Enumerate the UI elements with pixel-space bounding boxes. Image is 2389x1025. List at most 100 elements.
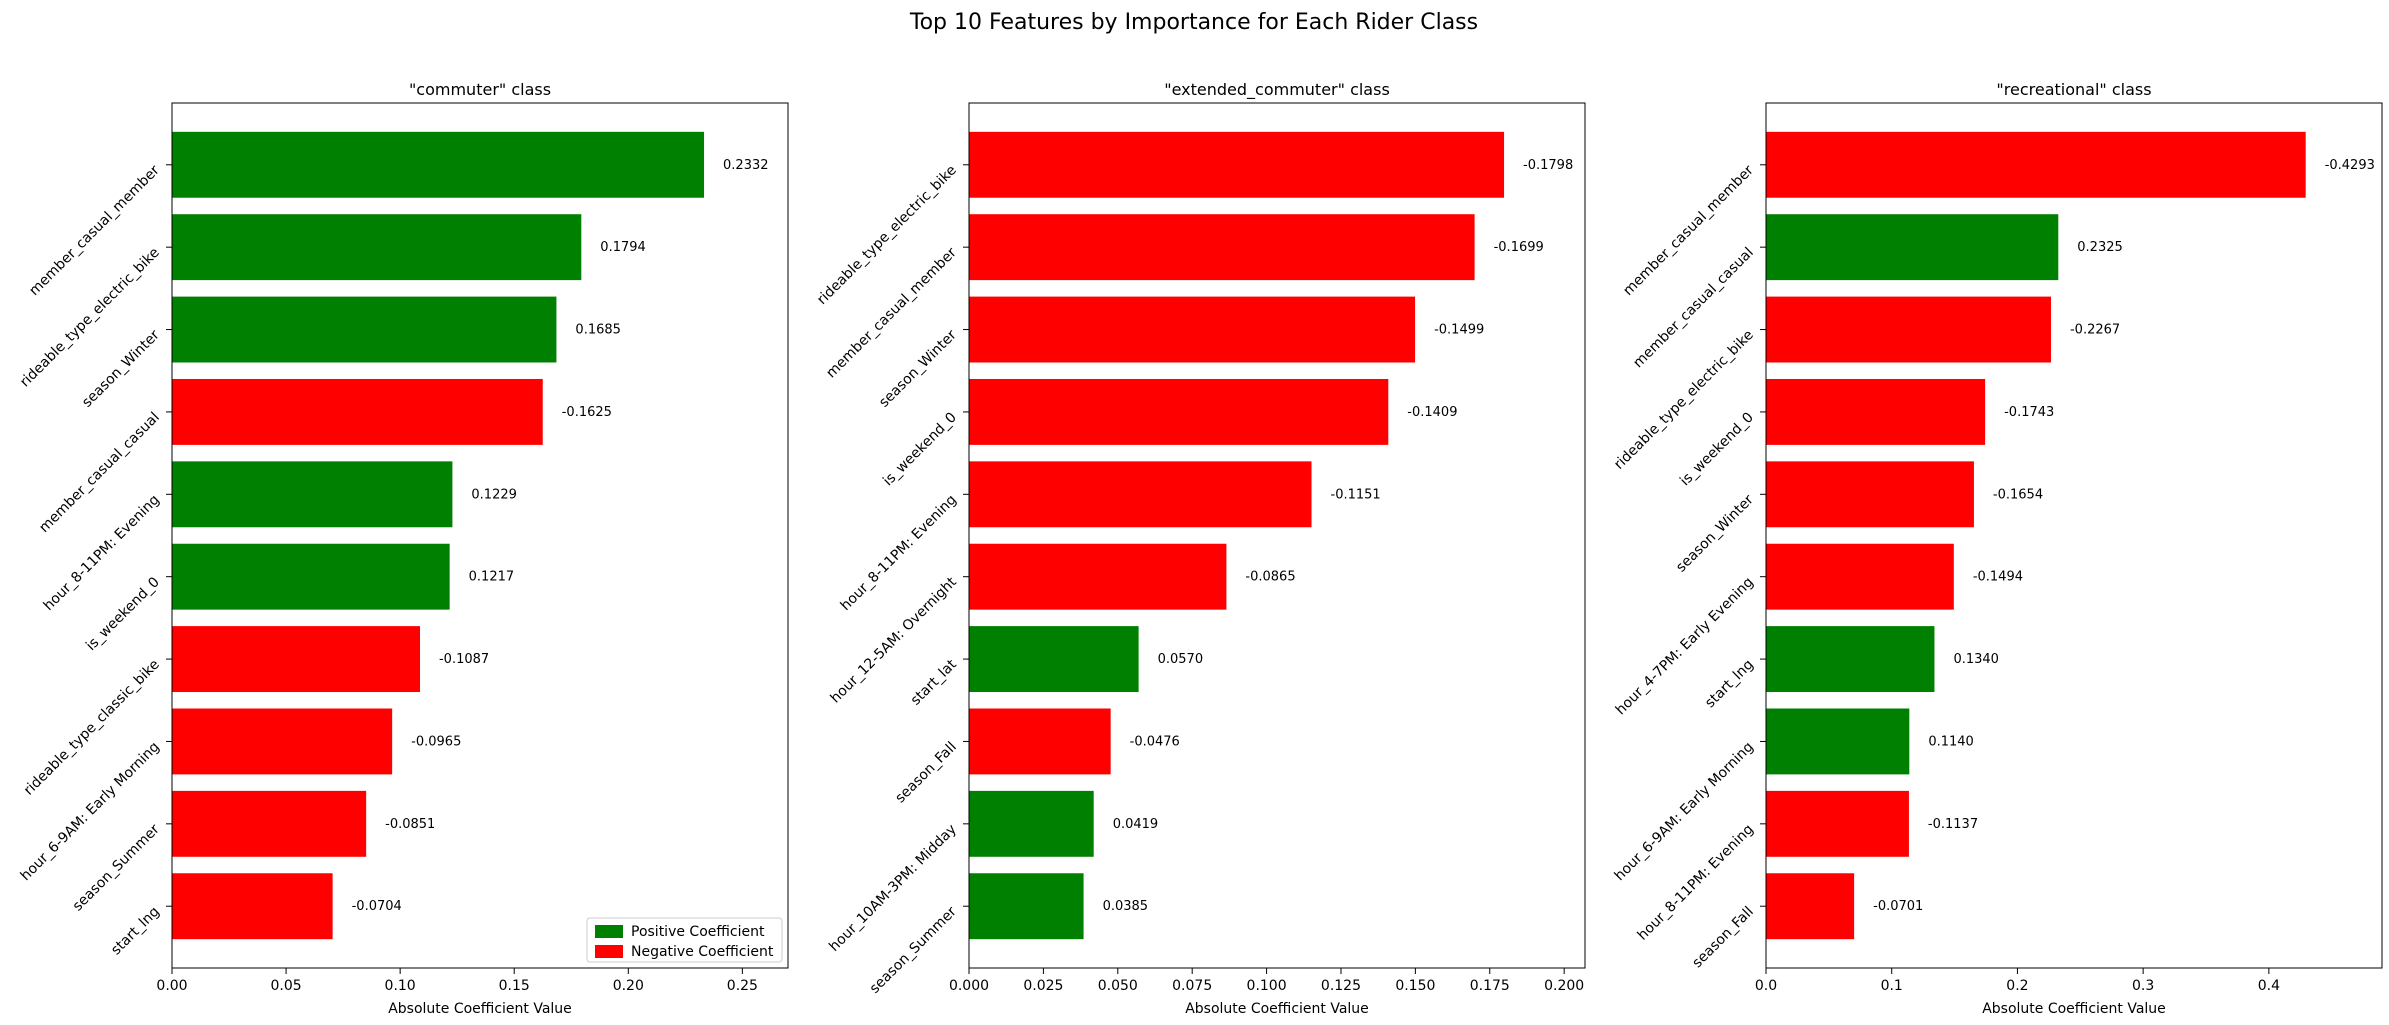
bar (172, 378, 543, 445)
bar (1766, 214, 2059, 281)
bar (969, 543, 1227, 610)
axes-frame (968, 102, 1586, 969)
axes-frame (1765, 102, 2383, 969)
value-label: 0.0419 (1113, 817, 1159, 832)
bar (969, 296, 1416, 363)
panel-title: "recreational" class (1996, 80, 2151, 99)
panel-title: "commuter" class (409, 80, 551, 99)
x-tick-label: 0.025 (1023, 978, 1063, 994)
bar (1766, 461, 1974, 528)
category-label: hour_4-7PM: Early Evening (1613, 574, 1757, 718)
x-tick-label: 0.050 (1098, 978, 1138, 994)
category-label: rideable_type_electric_bike (17, 245, 163, 391)
value-label: -0.1654 (1993, 487, 2043, 502)
x-tick-label: 0.00 (156, 978, 187, 994)
bar (1766, 378, 1986, 445)
category-label: member_casual_member (1620, 162, 1757, 299)
value-label: -0.1743 (2004, 405, 2054, 420)
panel-title: "extended_commuter" class (1164, 80, 1390, 100)
bar (969, 131, 1505, 198)
value-label: -0.1494 (1973, 570, 2023, 585)
value-label: -0.1699 (1494, 240, 1544, 255)
bar (172, 214, 582, 281)
value-label: 0.2325 (2077, 240, 2123, 255)
x-tick-label: 0.075 (1172, 978, 1212, 994)
value-label: 0.2332 (723, 158, 769, 173)
x-tick-label: 0.000 (949, 978, 989, 994)
x-tick-label: 0.10 (385, 978, 416, 994)
bar (172, 296, 557, 363)
bar (172, 131, 705, 198)
legend-swatch (595, 925, 623, 938)
value-label: -0.0704 (352, 899, 402, 914)
bar (172, 543, 450, 610)
category-label: member_casual_member (823, 245, 960, 382)
value-label: -0.0851 (385, 817, 435, 832)
value-label: -0.1409 (1407, 405, 1457, 420)
x-tick-label: 0.1 (1881, 978, 1903, 994)
bar (1766, 543, 1954, 610)
category-label: start_lng (108, 904, 163, 959)
chart-panels: "commuter" class 0.2332 member_casual_memb… (17, 80, 2383, 1017)
category-label: is_weekend_0 (880, 409, 960, 489)
category-label: rideable_type_electric_bike (1611, 327, 1757, 473)
value-label: -0.2267 (2070, 323, 2120, 338)
bar (969, 461, 1312, 528)
value-label: 0.0570 (1158, 652, 1204, 667)
value-label: -0.0965 (411, 734, 461, 749)
value-label: 0.1229 (471, 487, 516, 502)
category-label: hour_6-9AM: Early Morning (1612, 739, 1757, 884)
value-label: -0.1499 (1434, 323, 1484, 338)
bar (172, 626, 420, 693)
bar (1766, 790, 1909, 857)
x-tick-label: 0.150 (1395, 978, 1435, 994)
value-label: -0.0476 (1130, 734, 1180, 749)
category-label: season_Winter (1673, 492, 1757, 576)
x-tick-label: 0.2 (2006, 978, 2028, 994)
x-tick-label: 0.200 (1544, 978, 1584, 994)
category-label: is_weekend_0 (1677, 409, 1757, 489)
value-label: 0.1340 (1953, 652, 1999, 667)
panel-2: "extended_commuter" class -0.1798 rideable… (814, 80, 1586, 1017)
x-tick-label: 0.05 (270, 978, 301, 994)
value-label: 0.1794 (600, 240, 646, 255)
value-label: -0.4293 (2325, 158, 2375, 173)
panel-1: "commuter" class 0.2332 member_casual_memb… (17, 80, 789, 1017)
bar (969, 378, 1389, 445)
category-label: season_Summer (867, 904, 960, 997)
bar (969, 708, 1111, 775)
x-tick-label: 0.100 (1247, 978, 1287, 994)
value-label: -0.1798 (1523, 158, 1573, 173)
category-label: start_lat (908, 656, 960, 708)
category-label: member_casual_member (26, 162, 163, 299)
category-label: start_lng (1702, 657, 1757, 712)
legend-box (586, 917, 783, 963)
value-label: 0.1685 (575, 323, 621, 338)
value-label: 0.0385 (1103, 899, 1149, 914)
value-label: -0.1087 (439, 652, 489, 667)
category-label: season_Winter (79, 327, 163, 411)
category-label: season_Summer (70, 821, 163, 914)
x-tick-label: 0.20 (613, 978, 644, 994)
bar (172, 708, 393, 775)
category-label: hour_6-9AM: Early Morning (18, 739, 163, 884)
legend-label: Positive Coefficient (631, 924, 765, 940)
x-tick-label: 0.15 (499, 978, 530, 994)
bar (1766, 626, 1935, 693)
category-label: rideable_type_electric_bike (814, 162, 960, 308)
value-label: -0.1625 (562, 405, 612, 420)
axes-frame (171, 102, 789, 969)
category-label: season_Winter (876, 327, 960, 411)
value-label: -0.1137 (1928, 817, 1978, 832)
value-label: 0.1140 (1928, 734, 1974, 749)
bar (172, 873, 333, 940)
bar (1766, 296, 2051, 363)
legend-swatch (595, 945, 623, 958)
category-label: rideable_type_classic_bike (21, 657, 163, 799)
figure-title: Top 10 Features by Importance for Each R… (909, 10, 1478, 35)
x-axis-label: Absolute Coefficient Value (1982, 1001, 2166, 1017)
x-tick-label: 0.125 (1321, 978, 1361, 994)
bar (969, 873, 1084, 940)
bar (1766, 131, 2306, 198)
